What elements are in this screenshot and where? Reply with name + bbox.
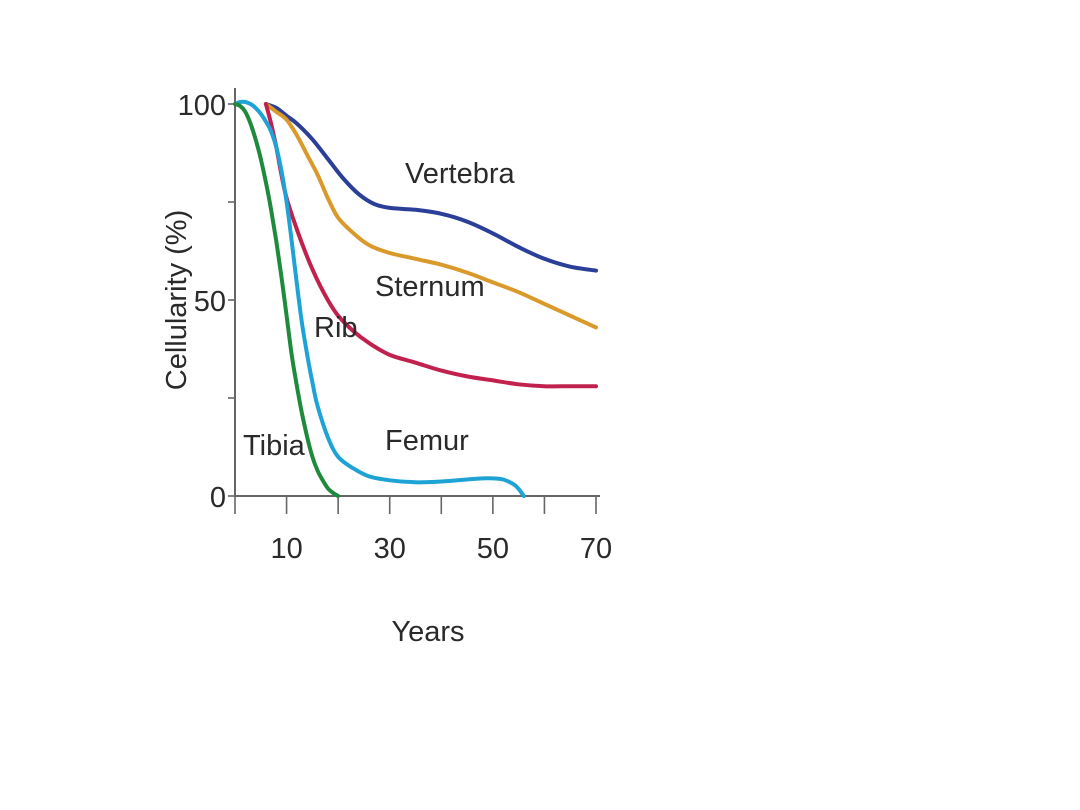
series-label-sternum: Sternum [375, 271, 485, 303]
series-line-rib [263, 102, 598, 389]
y-axis-label: Cellularity (%) [161, 210, 193, 390]
series-label-vertebra: Vertebra [405, 158, 515, 190]
series-line-tibia [233, 102, 341, 498]
x-tick-label: 10 [270, 533, 302, 565]
series-label-femur: Femur [385, 425, 469, 457]
series-label-rib: Rib [314, 312, 358, 344]
series-label-tibia: Tibia [243, 430, 306, 462]
series-line-vertebra [263, 102, 598, 273]
y-tick-label: 100 [178, 90, 226, 122]
y-tick-label: 50 [194, 286, 226, 318]
axes-layer [234, 88, 600, 497]
series-layer [233, 99, 598, 498]
series-line-femur [233, 99, 526, 498]
x-tick-label: 50 [477, 533, 509, 565]
series-line-sternum [263, 102, 598, 330]
ticks-layer: 10 30 50 70 0 50 100 [178, 90, 613, 565]
x-tick-label: 30 [374, 533, 406, 565]
x-tick-label: 70 [580, 533, 612, 565]
y-tick-label: 0 [210, 482, 226, 514]
annotation-layer: Vertebra Sternum Rib Femur Tibia [243, 158, 515, 462]
x-axis-label: Years [391, 616, 464, 648]
